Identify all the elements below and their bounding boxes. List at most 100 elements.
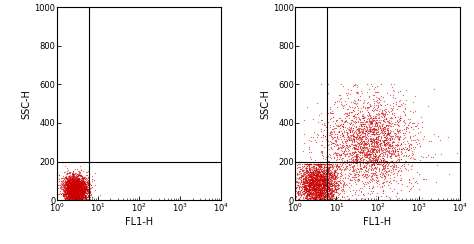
Point bbox=[86, 189, 94, 193]
Point bbox=[316, 183, 323, 187]
Point bbox=[75, 186, 82, 190]
Point bbox=[73, 181, 80, 185]
Point bbox=[318, 185, 325, 189]
Point bbox=[320, 189, 328, 193]
Point bbox=[62, 180, 70, 183]
Point bbox=[332, 188, 339, 192]
Point bbox=[310, 163, 318, 166]
Point bbox=[70, 197, 77, 201]
Point bbox=[321, 180, 328, 184]
Point bbox=[368, 132, 375, 136]
Point bbox=[67, 190, 75, 194]
Point bbox=[68, 192, 75, 196]
Point bbox=[314, 171, 322, 175]
Point bbox=[313, 186, 321, 190]
Point bbox=[318, 190, 325, 194]
Point bbox=[68, 188, 75, 192]
Point bbox=[362, 135, 370, 139]
Point bbox=[349, 169, 357, 173]
Point bbox=[83, 191, 91, 195]
Point bbox=[332, 181, 339, 184]
Point bbox=[69, 179, 76, 183]
Point bbox=[347, 134, 355, 138]
Point bbox=[363, 169, 370, 173]
Point bbox=[348, 140, 356, 143]
Point bbox=[67, 186, 75, 190]
Point bbox=[381, 174, 388, 178]
Point bbox=[332, 153, 339, 157]
Point bbox=[317, 197, 324, 201]
Point bbox=[79, 182, 86, 185]
Point bbox=[85, 180, 92, 184]
Point bbox=[75, 186, 82, 190]
Point bbox=[314, 193, 322, 196]
Point bbox=[390, 152, 398, 156]
Point bbox=[331, 142, 338, 146]
Point bbox=[66, 180, 74, 184]
Point bbox=[71, 179, 78, 183]
Point bbox=[349, 168, 356, 172]
Point bbox=[324, 198, 332, 202]
Point bbox=[75, 185, 82, 189]
Point bbox=[70, 182, 78, 186]
Point bbox=[67, 191, 75, 195]
Point bbox=[320, 179, 328, 183]
Point bbox=[320, 194, 328, 198]
Point bbox=[311, 163, 319, 166]
Point bbox=[374, 113, 382, 117]
Point bbox=[363, 162, 371, 166]
Point bbox=[62, 198, 70, 202]
Point bbox=[312, 198, 320, 202]
Point bbox=[310, 185, 317, 189]
Point bbox=[312, 187, 320, 191]
Point bbox=[74, 195, 82, 199]
Point bbox=[357, 127, 365, 131]
Point bbox=[75, 189, 82, 193]
Point bbox=[77, 191, 85, 195]
Point bbox=[306, 165, 313, 169]
Point bbox=[374, 135, 382, 139]
Point bbox=[367, 171, 375, 175]
Point bbox=[75, 198, 82, 202]
Point bbox=[63, 182, 71, 185]
Point bbox=[330, 187, 337, 191]
Point bbox=[306, 198, 313, 202]
Point bbox=[69, 179, 77, 183]
Point bbox=[361, 136, 369, 140]
Point bbox=[76, 198, 84, 202]
Point bbox=[301, 180, 308, 183]
Point bbox=[397, 116, 404, 120]
Point bbox=[77, 194, 85, 198]
Point bbox=[74, 179, 82, 183]
Point bbox=[319, 179, 327, 183]
Point bbox=[317, 175, 325, 179]
Point bbox=[69, 186, 77, 190]
Point bbox=[386, 132, 394, 135]
Point bbox=[327, 175, 335, 179]
Point bbox=[349, 166, 357, 170]
Point bbox=[64, 184, 72, 188]
Point bbox=[388, 143, 395, 147]
Point bbox=[392, 122, 399, 126]
Point bbox=[68, 195, 76, 199]
Point bbox=[76, 183, 84, 187]
Point bbox=[75, 195, 82, 199]
Point bbox=[372, 140, 380, 143]
Point bbox=[72, 187, 79, 191]
Point bbox=[369, 136, 376, 140]
Point bbox=[305, 193, 313, 197]
Point bbox=[358, 140, 365, 144]
Point bbox=[321, 198, 329, 202]
Point bbox=[315, 182, 322, 186]
Point bbox=[309, 174, 316, 178]
Point bbox=[304, 189, 312, 193]
Point bbox=[310, 186, 317, 190]
Point bbox=[74, 193, 82, 197]
Point bbox=[368, 162, 375, 166]
Point bbox=[64, 185, 71, 189]
Point bbox=[73, 181, 81, 185]
Point bbox=[364, 139, 372, 143]
Point bbox=[76, 183, 84, 187]
Point bbox=[313, 180, 320, 184]
Point bbox=[70, 197, 78, 201]
